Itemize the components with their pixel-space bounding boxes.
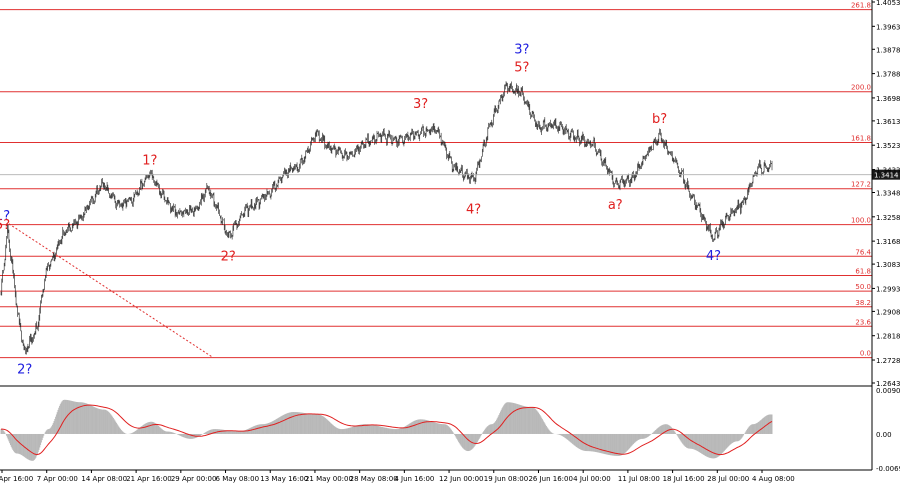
price-tick-label: 1.3788	[876, 71, 900, 79]
price-tick-label: 1.4053	[876, 0, 900, 7]
time-tick-label: 18 Jul 16:00	[663, 475, 705, 483]
price-tick-label: 1.3698	[876, 95, 900, 103]
wave-label-11: 4?	[706, 249, 721, 264]
time-tick-label: 28 Jul 00:00	[707, 475, 749, 483]
fib-label-261.8: 261.8	[851, 2, 871, 10]
macd-indicator	[0, 399, 773, 461]
price-tick-label: 1.3523	[876, 142, 900, 150]
fib-label-76.4: 76.4	[855, 248, 871, 256]
trend-line	[8, 223, 214, 359]
time-tick-label: 6 May 08:00	[216, 475, 260, 483]
fib-label-50.0: 50.0	[855, 283, 871, 291]
price-tick-label: 1.2993	[876, 285, 900, 293]
time-tick-label: 4 Aug 08:00	[752, 475, 795, 483]
fib-label-127.2: 127.2	[851, 181, 871, 189]
time-tick-label: 11 Jul 08:00	[618, 475, 660, 483]
wave-label-9: a?	[608, 198, 623, 213]
last-price-badge	[872, 169, 900, 180]
wave-labels: 1?5?2?1?2?3?4?3?5?a?b?4?	[0, 43, 721, 378]
wave-label-6: 4?	[466, 202, 481, 217]
time-tick-label: 13 May 16:00	[260, 475, 308, 483]
time-tick-label: 21 Apr 16:00	[126, 475, 172, 483]
dashed-trend-line	[8, 223, 214, 359]
last-price-value: 1.3414	[874, 172, 899, 180]
fib-label-200.0: 200.0	[851, 84, 871, 92]
price-tick-label: 1.3878	[876, 46, 900, 54]
time-tick-label: 7 Apr 00:00	[37, 475, 78, 483]
macd-tick-label: -0.00697	[876, 465, 900, 473]
wave-label-7: 3?	[514, 43, 529, 58]
price-tick-label: 1.3433	[876, 167, 900, 175]
fib-label-61.8: 61.8	[855, 267, 871, 275]
time-tick-label: 12 Jun 00:00	[439, 475, 483, 483]
price-tick-label: 1.3348	[876, 190, 900, 198]
time-tick-label: 21 May 00:00	[305, 475, 353, 483]
time-tick-label: 26 Jun 16:00	[528, 475, 572, 483]
fib-label-23.6: 23.6	[855, 318, 871, 326]
macd-signal-line	[1, 404, 773, 456]
price-tick-label: 1.3258	[876, 214, 900, 222]
price-tick-label: 1.3083	[876, 261, 900, 269]
time-tick-label: 4 Jun 16:00	[394, 475, 434, 483]
wave-label-1: 5?	[0, 218, 10, 233]
wave-label-2: 2?	[17, 362, 32, 377]
time-tick-label: 28 May 08:00	[350, 475, 398, 483]
fib-label-100.0: 100.0	[851, 217, 871, 225]
fib-label-38.2: 38.2	[855, 299, 871, 307]
price-tick-label: 1.2728	[876, 357, 900, 365]
price-tick-label: 1.2818	[876, 333, 900, 341]
price-tick-label: 1.3613	[876, 118, 900, 126]
time-tick-label: 19 Jun 08:00	[484, 475, 528, 483]
price-tick-label: 1.2643	[876, 380, 900, 388]
candlestick-series	[0, 81, 773, 355]
wave-label-3: 1?	[142, 154, 157, 169]
wave-label-10: b?	[652, 112, 667, 127]
fib-label-0.0: 0.0	[860, 350, 871, 358]
price-tick-label: 1.2908	[876, 308, 900, 316]
time-tick-label: 4 Jul 00:00	[573, 475, 611, 483]
time-tick-label: 1 Apr 16:00	[0, 475, 33, 483]
macd-tick-label: 0.00901	[876, 387, 900, 395]
wave-label-5: 3?	[413, 97, 428, 112]
fibonacci-levels: 261.8 200.0 161.8 127.2 100.0 76.4 61.8 50.0 38.…	[0, 2, 872, 359]
price-tick-label: 1.3963	[876, 23, 900, 31]
price-tick-label: 1.3168	[876, 238, 900, 246]
time-tick-label: 14 Apr 08:00	[81, 475, 127, 483]
wave-label-0: 1?	[0, 209, 10, 224]
macd-tick-label: 0.00	[876, 431, 892, 439]
time-tick-label: 29 Apr 00:00	[171, 475, 217, 483]
wave-label-4: 2?	[221, 249, 236, 264]
wave-label-8: 5?	[514, 60, 529, 75]
fib-label-161.8: 161.8	[851, 135, 871, 143]
